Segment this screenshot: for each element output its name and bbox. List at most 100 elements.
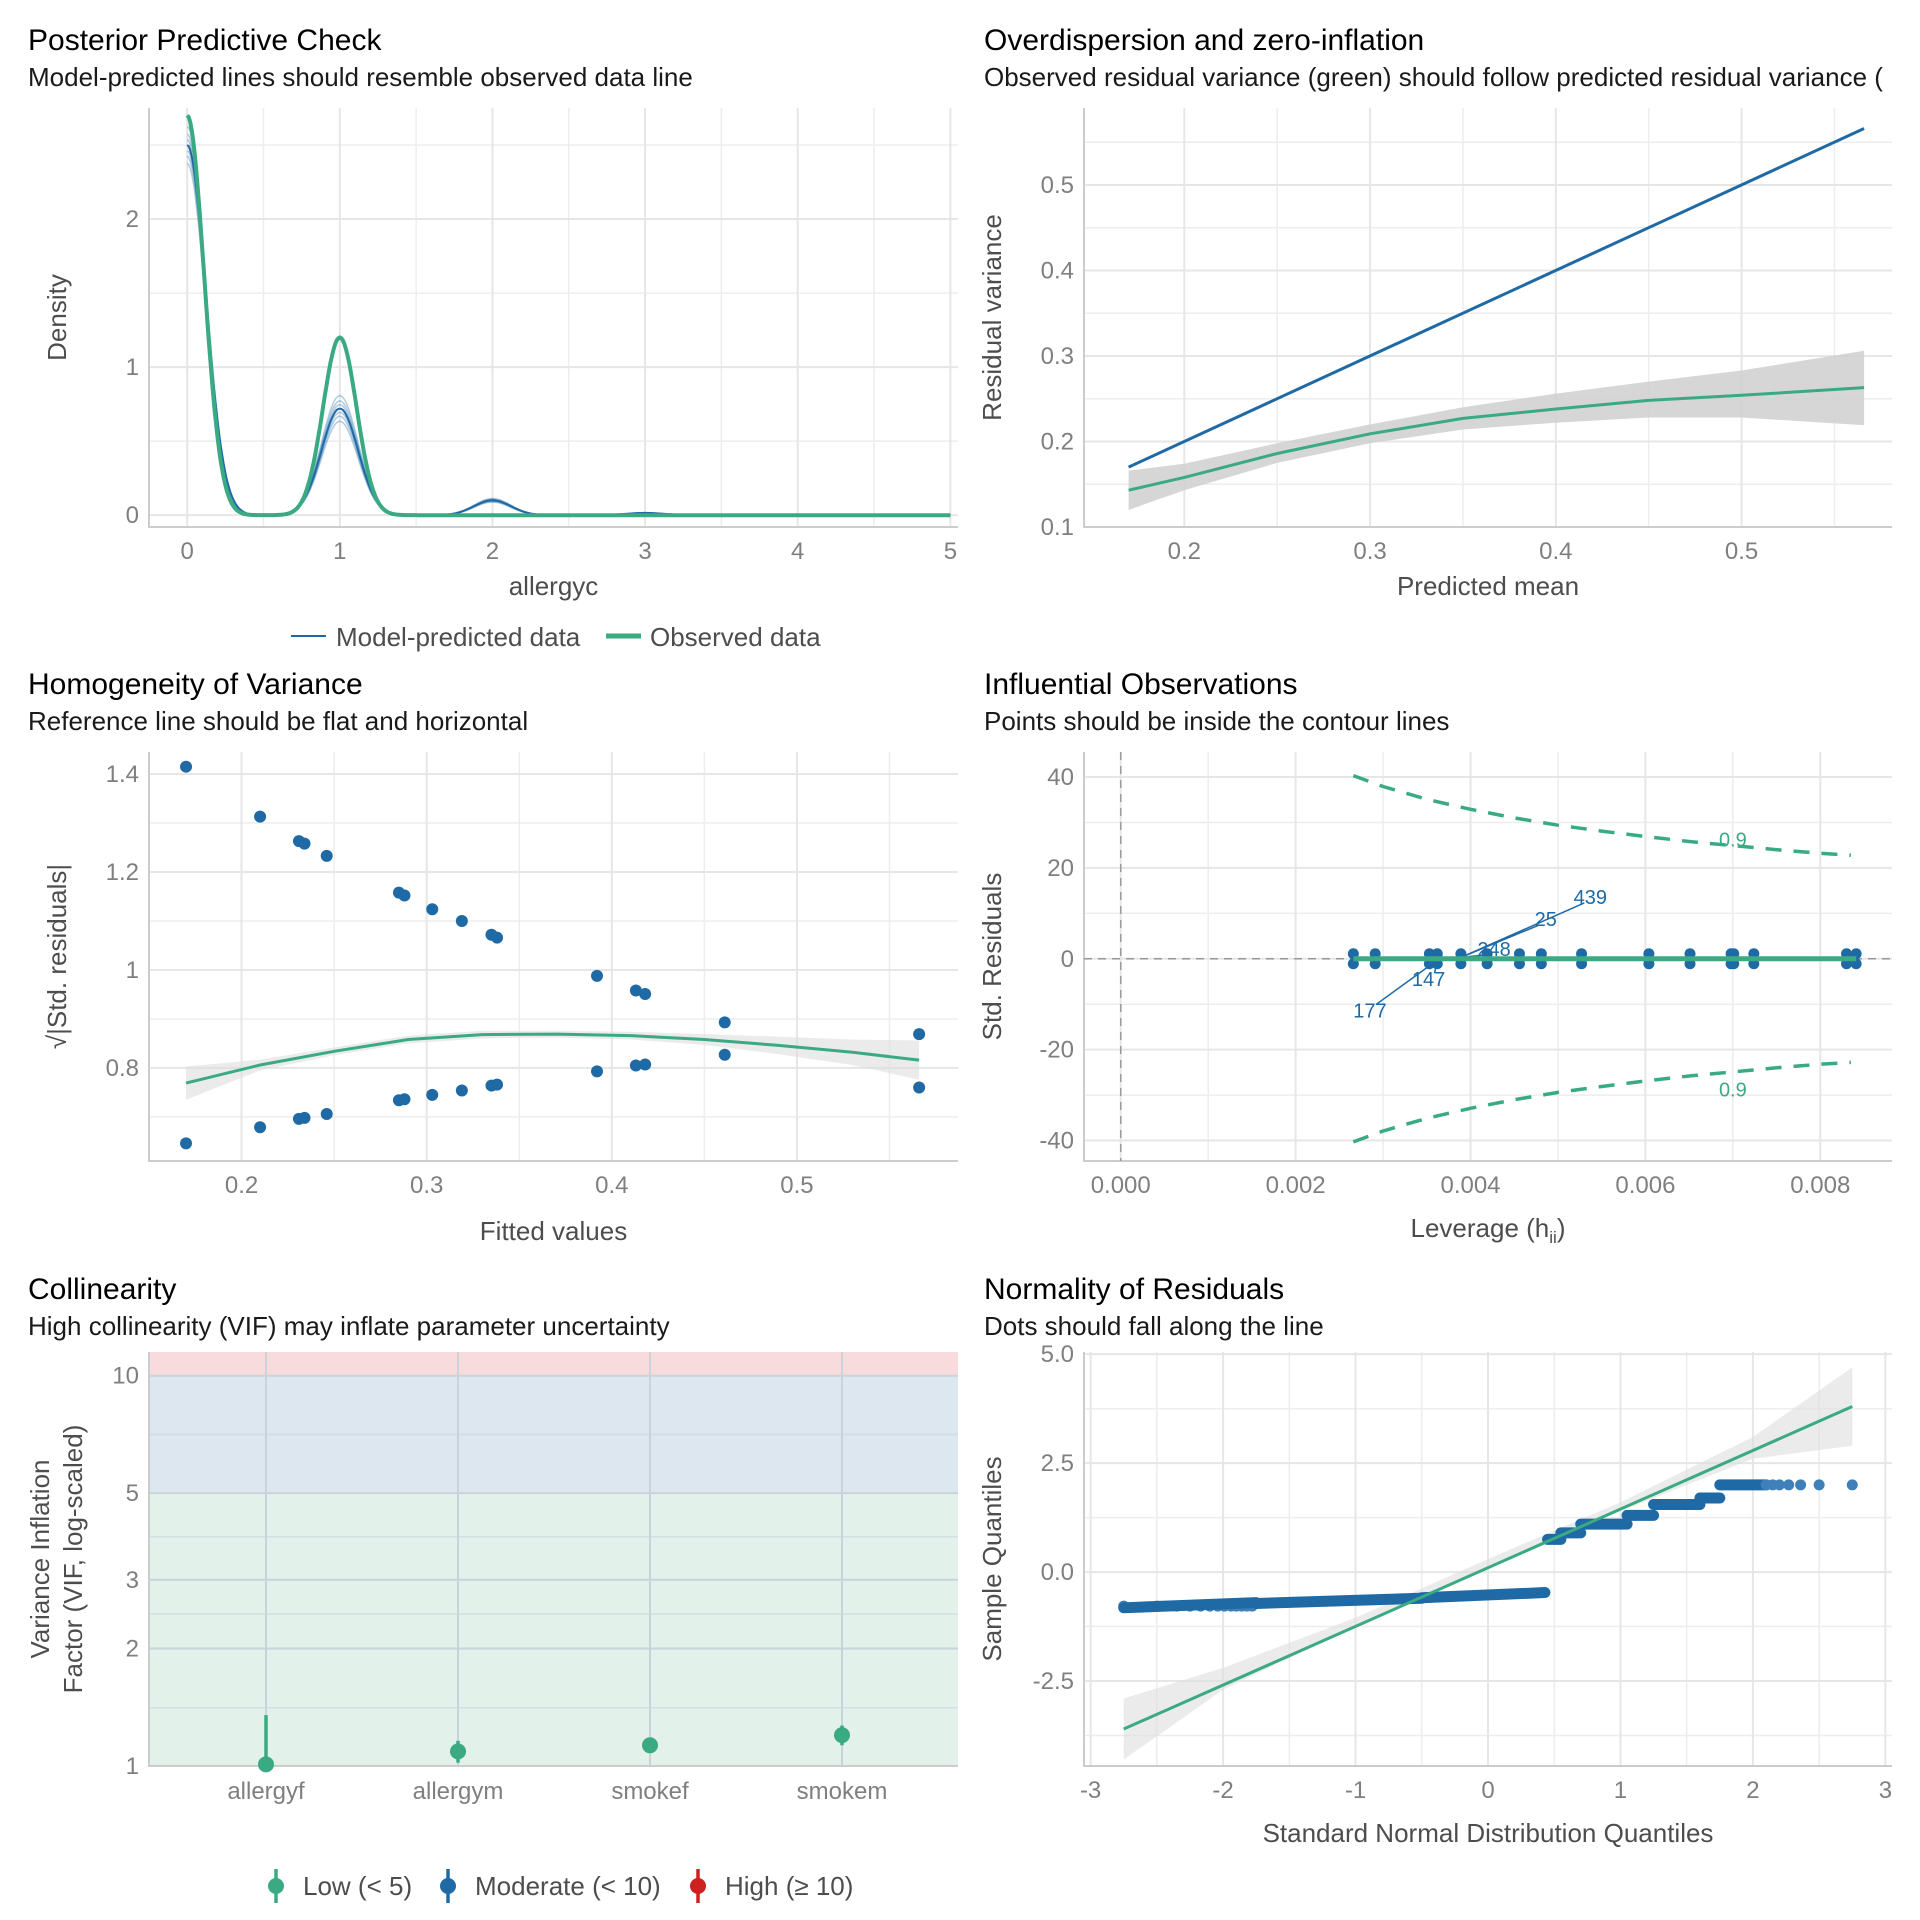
x-tick-label: smokem bbox=[797, 1778, 888, 1805]
data-point bbox=[455, 914, 468, 927]
data-point bbox=[1813, 1479, 1825, 1491]
y-tick-label: -40 bbox=[1039, 1128, 1074, 1155]
qq-ci-band bbox=[1123, 1367, 1853, 1760]
observation-label: 177 bbox=[1353, 1001, 1386, 1023]
x-tick-label: 0.3 bbox=[410, 1172, 443, 1199]
y-tick-label: 10 bbox=[112, 1363, 139, 1390]
data-point bbox=[718, 1048, 731, 1061]
data-point bbox=[180, 760, 193, 773]
x-tick-label: 0.5 bbox=[780, 1172, 813, 1199]
y-axis-label: Std. Residuals bbox=[977, 873, 1007, 1041]
x-tick-label: 0.004 bbox=[1440, 1172, 1500, 1199]
data-point-run bbox=[1416, 1587, 1551, 1604]
data-point bbox=[629, 984, 642, 997]
y-tick-label: 0.1 bbox=[1041, 514, 1074, 541]
y-tick-label: 0.4 bbox=[1041, 257, 1074, 284]
data-point bbox=[639, 987, 652, 1000]
x-tick-label: allergym bbox=[413, 1778, 504, 1805]
smooth-ci-band bbox=[186, 1030, 920, 1100]
data-point bbox=[1795, 1479, 1807, 1491]
x-tick-label: 0.008 bbox=[1790, 1172, 1850, 1199]
x-tick-label: 0.000 bbox=[1091, 1172, 1151, 1199]
panel-subtitle: Model-predicted lines should resemble ob… bbox=[28, 62, 693, 92]
data-point bbox=[913, 1081, 926, 1094]
data-point bbox=[913, 1028, 926, 1041]
data-point bbox=[298, 837, 311, 850]
contour-label-lower: 0.9 bbox=[1719, 1079, 1747, 1101]
data-point bbox=[591, 1065, 604, 1078]
vif-point bbox=[258, 1756, 274, 1773]
observation-label: 248 bbox=[1477, 939, 1510, 961]
y-tick-label: -20 bbox=[1039, 1037, 1074, 1064]
x-axis-label: Fitted values bbox=[480, 1216, 627, 1246]
panel-overdispersion: Overdispersion and zero-inflation Observe… bbox=[977, 24, 1892, 601]
x-tick-label: allergyf bbox=[227, 1778, 305, 1805]
panel-title: Posterior Predictive Check bbox=[28, 24, 382, 57]
observation-label: 439 bbox=[1574, 887, 1607, 909]
x-tick-label: 0 bbox=[180, 538, 193, 565]
observation-label: 147 bbox=[1412, 969, 1445, 991]
y-tick-label: 0 bbox=[126, 502, 139, 529]
x-tick-label: 4 bbox=[791, 538, 804, 565]
y-tick-label: 2 bbox=[126, 1636, 139, 1663]
legend-label-high: High (≥ 10) bbox=[725, 1871, 853, 1901]
x-axis-label: allergyc bbox=[509, 571, 599, 601]
y-tick-label: 1.4 bbox=[106, 761, 139, 788]
y-axis-label: Density bbox=[42, 274, 72, 361]
observed-data-line bbox=[185, 114, 951, 518]
panel-title: Homogeneity of Variance bbox=[28, 668, 363, 701]
data-point bbox=[398, 1093, 411, 1106]
qq-reference-line bbox=[1123, 1405, 1853, 1731]
legend-label-low: Low (< 5) bbox=[303, 1871, 412, 1901]
data-point-run bbox=[1250, 1592, 1428, 1609]
panel-subtitle: Dots should fall along the line bbox=[984, 1311, 1324, 1341]
x-axis-label: Leverage (hii) bbox=[1411, 1213, 1566, 1247]
data-point bbox=[298, 1111, 311, 1124]
y-axis-label-line1: Variance Inflation bbox=[25, 1460, 55, 1659]
observation-label: 25 bbox=[1535, 909, 1557, 931]
y-tick-label: 0 bbox=[1061, 946, 1074, 973]
x-tick-label: 0.5 bbox=[1725, 538, 1758, 565]
label-connector bbox=[1460, 924, 1541, 959]
panel-title: Normality of Residuals bbox=[984, 1273, 1284, 1306]
vif-band-high bbox=[149, 1352, 958, 1376]
y-axis-label-line2: Factor (VIF, log-scaled) bbox=[58, 1425, 88, 1694]
x-tick-label: 0.006 bbox=[1615, 1172, 1675, 1199]
panel-posterior-predictive-check: Posterior Predictive Check Model-predicte… bbox=[28, 24, 958, 652]
y-tick-label: 1 bbox=[126, 957, 139, 984]
data-point bbox=[1846, 1479, 1858, 1491]
x-tick-label: smokef bbox=[611, 1778, 689, 1805]
panel-influential-observations: Influential Observations Points should be… bbox=[977, 668, 1892, 1247]
x-axis-label: Standard Normal Distribution Quantiles bbox=[1263, 1818, 1714, 1848]
data-point bbox=[455, 1084, 468, 1097]
data-point bbox=[254, 1121, 267, 1134]
data-point bbox=[426, 903, 439, 916]
x-tick-label: 3 bbox=[638, 538, 651, 565]
panel-subtitle: High collinearity (VIF) may inflate para… bbox=[28, 1311, 670, 1341]
y-tick-label: 20 bbox=[1047, 855, 1074, 882]
y-tick-label: 2 bbox=[126, 206, 139, 233]
x-tick-label: 0.4 bbox=[1539, 538, 1572, 565]
x-tick-label: 3 bbox=[1879, 1777, 1892, 1804]
legend-label-observed: Observed data bbox=[650, 622, 821, 652]
y-tick-label: 0.2 bbox=[1041, 428, 1074, 455]
panel-title: Influential Observations bbox=[984, 668, 1298, 701]
panel-subtitle: Observed residual variance (green) shoul… bbox=[984, 62, 1883, 92]
x-tick-label: 2 bbox=[486, 538, 499, 565]
data-point bbox=[491, 1078, 504, 1091]
y-tick-label: 0.8 bbox=[106, 1055, 139, 1082]
x-tick-label: 1 bbox=[333, 538, 346, 565]
legend-key-point-low bbox=[268, 1878, 284, 1894]
panel-title: Overdispersion and zero-inflation bbox=[984, 24, 1424, 57]
y-tick-label: 3 bbox=[126, 1567, 139, 1594]
panel-subtitle: Points should be inside the contour line… bbox=[984, 706, 1449, 736]
legend-key-point-moderate bbox=[440, 1878, 456, 1894]
cooks-distance-contour-upper bbox=[1352, 773, 1852, 857]
data-point-run bbox=[1118, 1597, 1262, 1614]
data-point bbox=[629, 1059, 642, 1072]
data-point bbox=[491, 931, 504, 944]
y-tick-label: 40 bbox=[1047, 764, 1074, 791]
x-tick-label: 0.2 bbox=[225, 1172, 258, 1199]
x-axis-label: Predicted mean bbox=[1397, 571, 1579, 601]
